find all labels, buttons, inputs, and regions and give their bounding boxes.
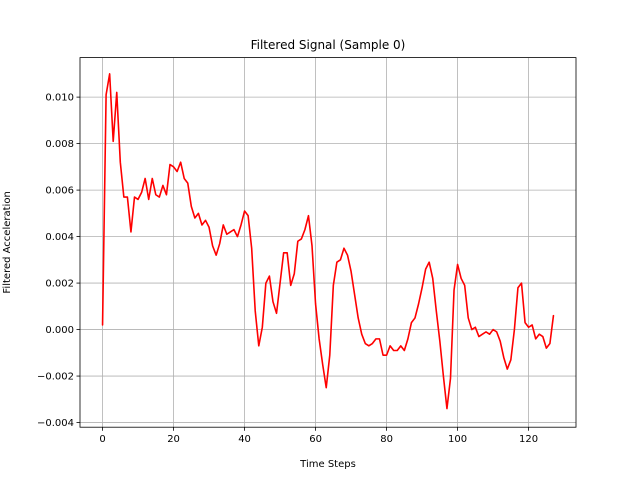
x-axis-label: Time Steps [299, 459, 356, 470]
y-tick-label: 0.002 [45, 279, 74, 290]
x-tick-label: 20 [167, 434, 180, 445]
x-tick-label: 40 [238, 434, 251, 445]
x-tick-label: 0 [99, 434, 105, 445]
series-line [101, 73, 555, 410]
y-tick-label: 0.008 [45, 139, 74, 150]
series-layer [101, 73, 555, 410]
x-tick-label: 120 [519, 434, 538, 445]
grid [80, 57, 576, 428]
y-tick-label: 0.006 [45, 186, 74, 197]
y-tick-label: 0.004 [45, 232, 74, 243]
y-tick-label: −0.004 [37, 418, 74, 429]
ticks: 0 20 40 60 80 100 120 −0.004 −0.002 0.000 0.002 0.0… [37, 93, 538, 445]
x-tick-label: 100 [448, 434, 467, 445]
plot-frame [79, 57, 577, 428]
x-tick-label: 60 [309, 434, 322, 445]
y-tick-label: −0.002 [37, 372, 74, 383]
x-tick-label: 80 [380, 434, 393, 445]
y-axis-label: Filtered Acceleration [2, 191, 13, 293]
y-tick-label: 0.000 [45, 325, 74, 336]
y-tick-label: 0.010 [45, 93, 74, 104]
chart-title: Filtered Signal (Sample 0) [251, 38, 406, 52]
